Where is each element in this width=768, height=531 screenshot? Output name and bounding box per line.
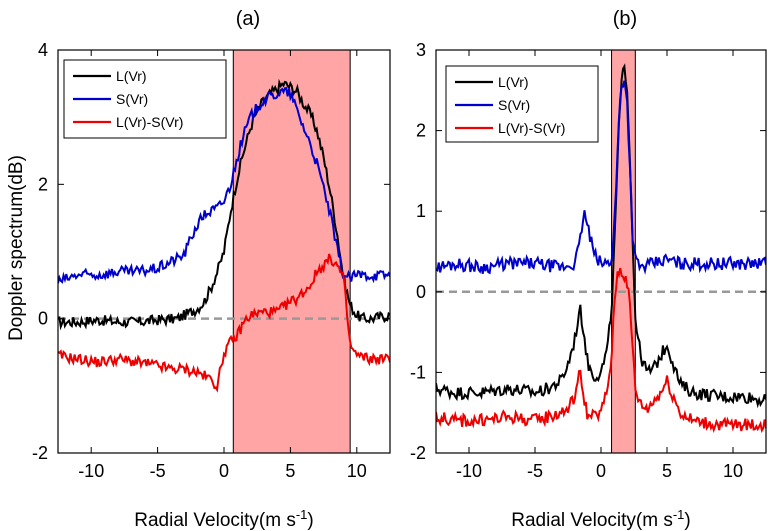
shaded-region [611, 49, 636, 454]
series-line-2 [436, 80, 766, 275]
y-tick-label: 1 [416, 201, 426, 221]
legend: L(Vr) S(Vr) L(Vr)-S(Vr) [445, 65, 599, 143]
y-tick-label: -2 [32, 443, 48, 463]
y-tick-label: -1 [410, 362, 426, 382]
x-tick-label: 10 [723, 461, 743, 481]
series-line-3 [436, 267, 766, 434]
legend-label: L(Vr)-S(Vr) [498, 120, 565, 136]
x-tick-label: 0 [219, 461, 229, 481]
y-tick-label: 0 [38, 309, 48, 329]
legend-label: S(Vr) [498, 97, 530, 113]
legend-label: S(Vr) [116, 91, 148, 107]
legend-label: L(Vr)-S(Vr) [116, 114, 183, 130]
y-axis-title: Doppler spectrum(dB) [6, 155, 27, 341]
y-tick-label: -2 [410, 443, 426, 463]
x-tick-label: -10 [78, 461, 104, 481]
x-tick-label: 10 [347, 461, 367, 481]
y-tick-label: 0 [416, 282, 426, 302]
x-axis-title: Radial Velocity(m s-1) [511, 507, 690, 531]
panel-title: (b) [613, 8, 637, 30]
x-tick-label: 5 [285, 461, 295, 481]
x-tick-label: -10 [456, 461, 482, 481]
legend-box [63, 59, 227, 139]
series-line-2 [58, 87, 390, 284]
y-tick-label: 2 [38, 174, 48, 194]
y-tick-label: 4 [38, 40, 48, 60]
series-line-3 [58, 253, 390, 393]
legend-label: L(Vr) [116, 68, 147, 84]
series-line-1 [58, 78, 390, 331]
x-axis-title: Radial Velocity(m s-1) [134, 507, 313, 531]
x-tick-label: -5 [150, 461, 166, 481]
panel-title: (a) [236, 8, 260, 30]
y-tick-label: 3 [416, 40, 426, 60]
x-tick-label: 5 [662, 461, 672, 481]
x-tick-label: -5 [527, 461, 543, 481]
x-tick-label: 0 [596, 461, 606, 481]
y-tick-label: 2 [416, 121, 426, 141]
legend: L(Vr) S(Vr) L(Vr)-S(Vr) [63, 59, 227, 139]
legend-label: L(Vr) [498, 74, 529, 90]
panel-a: -10 -5 0 5 10 -2 0 2 4 (a) Radial Velocity(m s-1) L… [32, 8, 391, 531]
series-line-1 [436, 63, 766, 409]
